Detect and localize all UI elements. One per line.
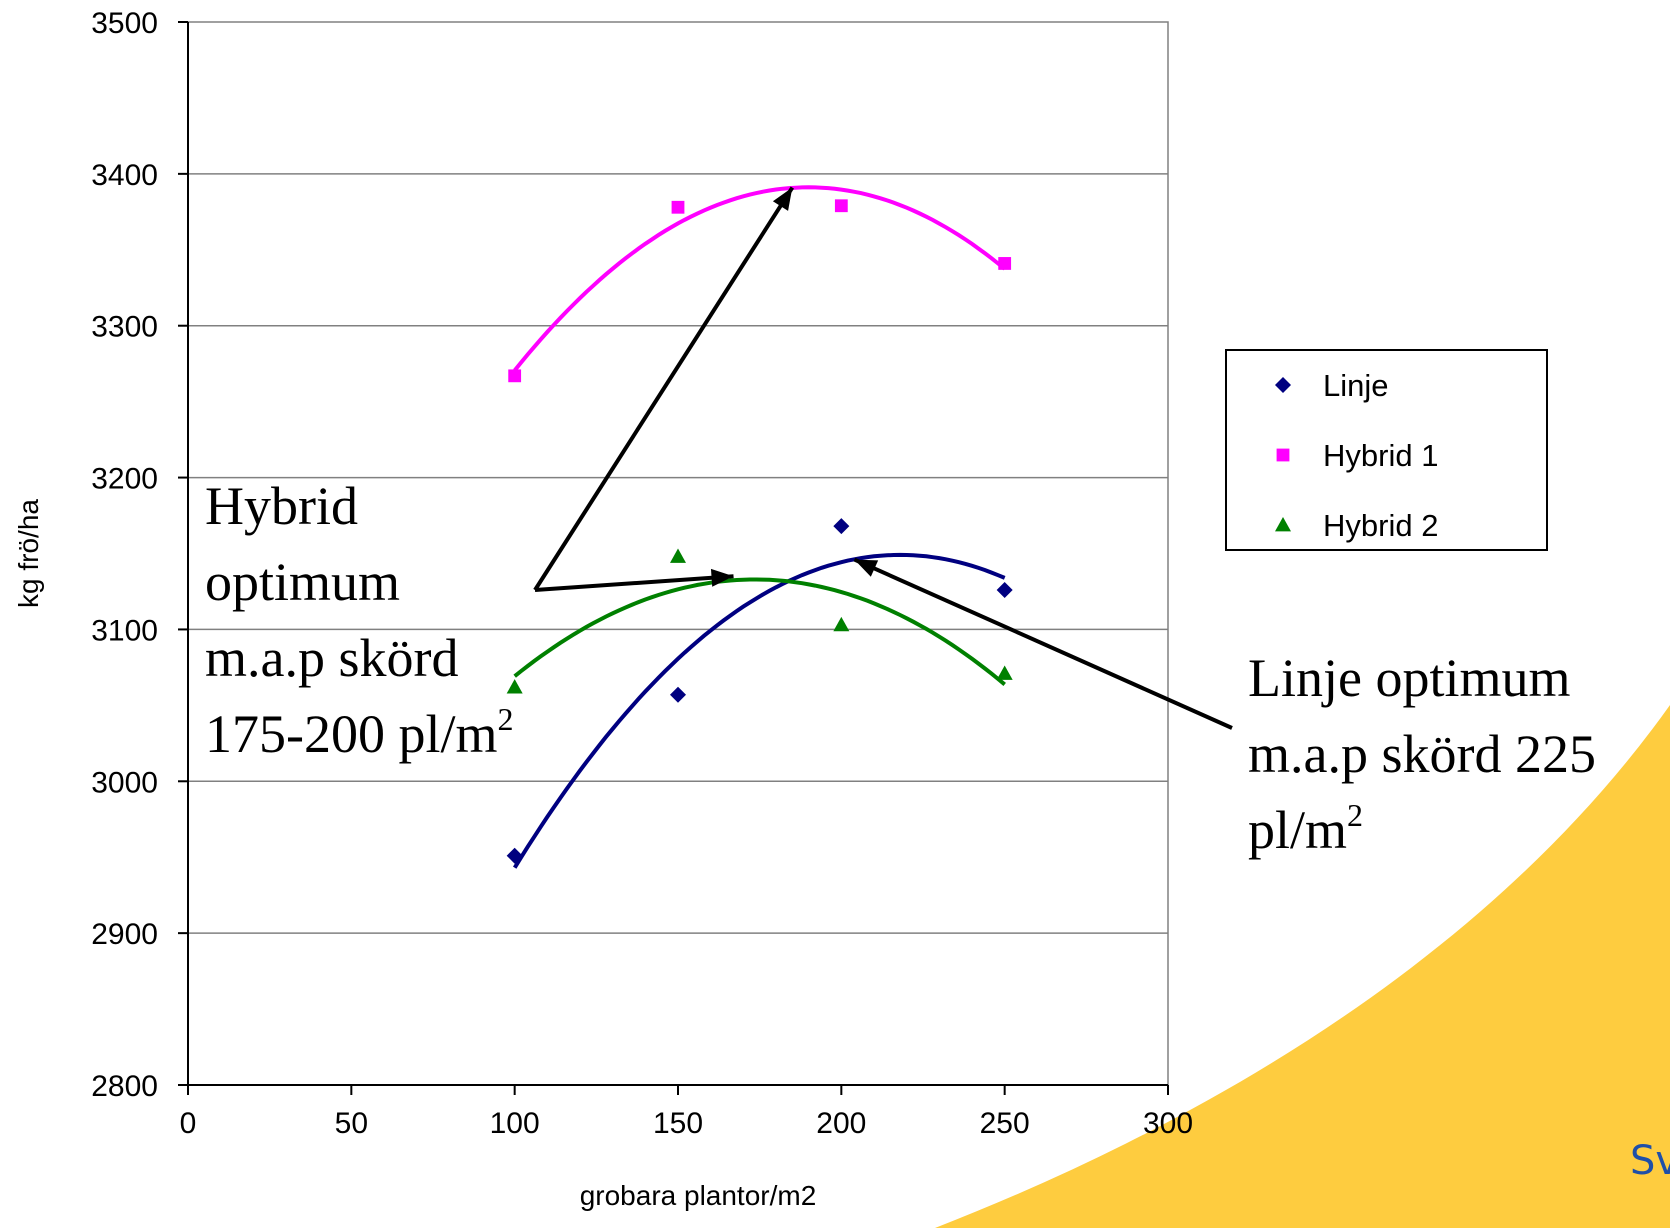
legend-marker-hybrid-2 (1275, 517, 1291, 532)
gridlines (188, 173, 1168, 934)
x-tick-label: 100 (490, 1107, 540, 1140)
hybrid-1-point (834, 199, 848, 213)
linje-point (996, 581, 1013, 598)
hybrid1-optimum-arrow-head (772, 187, 793, 211)
x-tick-label: 200 (816, 1107, 866, 1140)
hybrid-1-trendline (513, 185, 1006, 372)
linje-optimum-arrow-head (854, 559, 879, 577)
hybrid-2-trendline (513, 577, 1006, 686)
x-tick-label: 50 (335, 1107, 368, 1140)
y-tick-label: 3500 (91, 7, 158, 40)
hybrid2-optimum-arrow (534, 574, 734, 592)
hybrid-annotation-line-3: m.a.p skörd (205, 628, 459, 688)
y-tick-label: 3000 (91, 766, 158, 799)
legend-label-hybrid-2: Hybrid 2 (1323, 508, 1438, 543)
linje-trendline (512, 552, 1006, 869)
linje-annotation-unit: pl/m (1248, 800, 1348, 860)
y-tick-label: 3400 (91, 159, 158, 192)
linje-optimum-annotation: Linje optimum m.a.p skörd 225 pl/m2 (1248, 640, 1596, 868)
linje-optimum-arrow (853, 557, 1233, 730)
hybrid2-optimum-arrow-head (710, 568, 734, 587)
linje-annotation-line-2: m.a.p skörd 225 (1248, 724, 1596, 784)
x-axis-title: grobara plantor/m2 (580, 1180, 817, 1211)
hybrid-2-point (670, 548, 686, 563)
y-tick-label: 3300 (91, 311, 158, 344)
x-tick-label: 150 (653, 1107, 703, 1140)
hybrid-1-point (508, 369, 522, 383)
axes: 2800 2900 3000 3100 3200 3300 3400 3500 0 50 100 15… (91, 7, 1193, 1140)
y-tick-label: 2800 (91, 1070, 158, 1103)
legend-label-hybrid-1: Hybrid 1 (1323, 438, 1438, 473)
linje-point (670, 686, 686, 703)
hybrid-annotation-superscript: 2 (497, 701, 514, 737)
x-tick-label: 0 (180, 1107, 197, 1140)
hybrid1-optimum-arrow (533, 186, 795, 592)
trendlines (512, 185, 1006, 869)
hybrid-1-point (671, 200, 685, 214)
y-tick-label: 3200 (91, 463, 158, 496)
hybrid-annotation-line-1: Hybrid (205, 476, 358, 536)
hybrid-1-point (998, 257, 1012, 270)
linje-annotation-line-3: pl/m2 (1248, 792, 1596, 868)
x-tick-label: 300 (1143, 1107, 1193, 1140)
data-points (506, 199, 1013, 864)
brand-logo-text: Sv (1630, 1138, 1670, 1184)
linje-point (833, 518, 850, 535)
hybrid-2-point (833, 616, 850, 632)
hybrid-optimum-annotation: Hybrid optimum m.a.p skörd 175-200 pl/m2 (205, 468, 514, 772)
legend-marker-linje (1275, 377, 1291, 393)
hybrid-2-point (506, 679, 523, 694)
annotation-arrows (533, 186, 1233, 730)
legend-marker-hybrid-1 (1276, 448, 1290, 462)
linje-annotation-superscript: 2 (1347, 797, 1364, 833)
y-tick-label: 2900 (91, 918, 158, 951)
linje-annotation-line-1: Linje optimum (1248, 648, 1571, 708)
legend: Linje Hybrid 1 Hybrid 2 (1225, 349, 1548, 551)
y-tick-label: 3100 (91, 614, 158, 647)
hybrid-2-point (996, 665, 1013, 680)
hybrid-annotation-line-4: 175-200 pl/m2 (205, 696, 514, 772)
hybrid-annotation-line-2: optimum (205, 552, 401, 612)
yellow-swoosh (935, 705, 1670, 1228)
x-tick-label: 250 (980, 1107, 1030, 1140)
y-axis-title: kg frö/ha (13, 499, 44, 608)
legend-label-linje: Linje (1323, 368, 1389, 403)
hybrid-annotation-unit: 175-200 pl/m (205, 704, 498, 764)
linje-point (506, 847, 523, 864)
